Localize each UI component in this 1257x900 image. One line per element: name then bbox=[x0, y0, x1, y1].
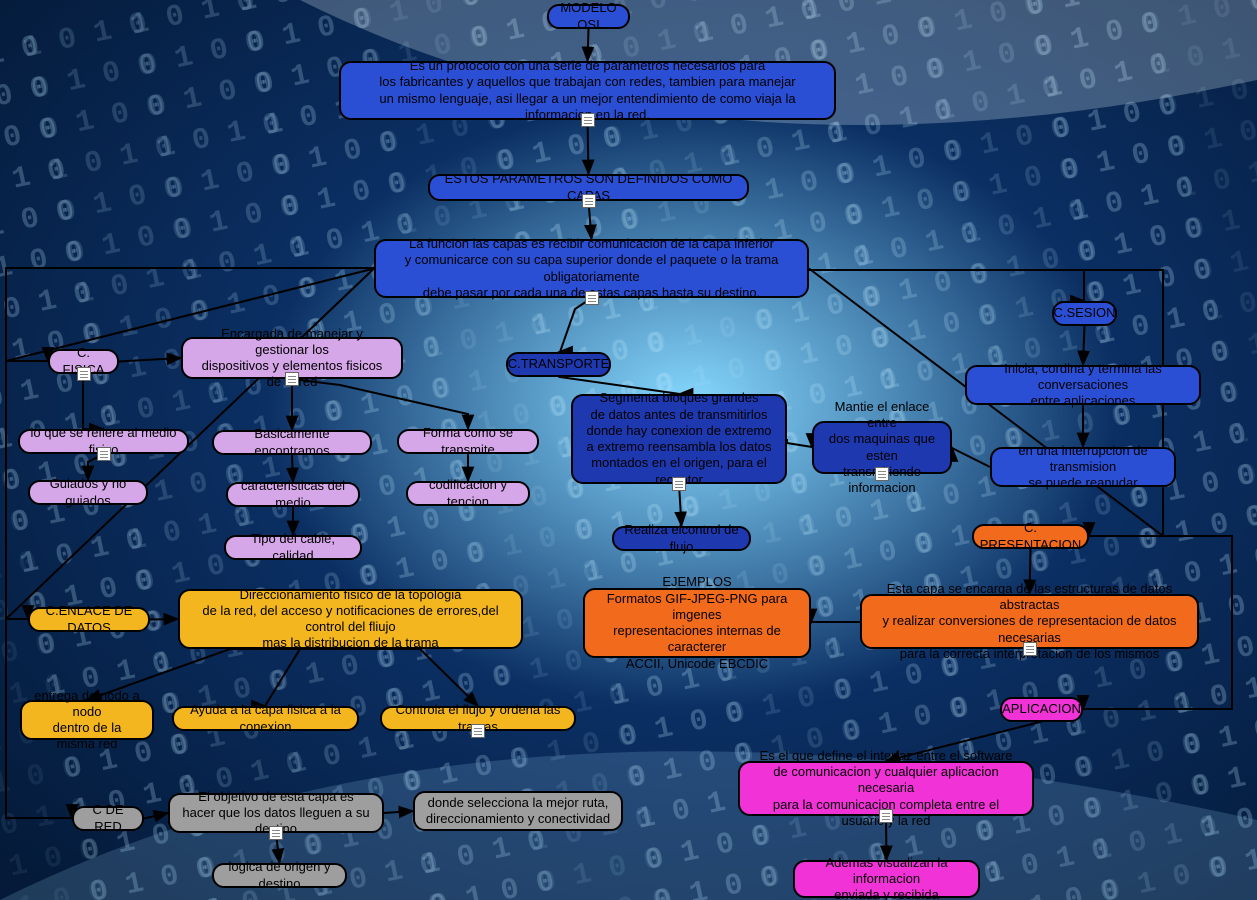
node-label: logica de origen y destino bbox=[224, 859, 335, 892]
node-n_seg[interactable]: Segmenta bloques grandes de datos antes … bbox=[571, 394, 787, 484]
diagram-canvas: 1 0 1 00 1 0 00 1 0 01 0 1 00 1 0 00 1 0… bbox=[0, 0, 1257, 900]
node-label: codificacion y tencion bbox=[418, 477, 518, 510]
note-icon bbox=[582, 194, 596, 208]
node-n_ses_int[interactable]: en una interrupcion de transmision se pu… bbox=[990, 447, 1176, 487]
node-n_ayuda[interactable]: Ayuda a la capa fisica a la conexion bbox=[172, 706, 359, 731]
node-n_codif[interactable]: codificacion y tencion bbox=[406, 481, 530, 506]
node-n_enl_desc[interactable]: Direccionamiento fisico de la topologia … bbox=[178, 589, 523, 649]
node-label: Basicamente encontramos bbox=[224, 426, 360, 459]
note-icon bbox=[581, 113, 595, 127]
node-label: C.ENLACE DE DATOS bbox=[40, 603, 138, 636]
node-label: Realiza elcontrol de flujo bbox=[624, 522, 739, 555]
node-n_app_d[interactable]: Es el que define el interfaz entre el so… bbox=[738, 761, 1034, 816]
node-label: C. PRESENTACION bbox=[980, 520, 1082, 553]
node-n_pres_d[interactable]: Esta capa se encarga de las estructuras … bbox=[860, 594, 1199, 649]
note-icon bbox=[77, 367, 91, 381]
node-n_red_ruta[interactable]: donde selecciona la mejor ruta, direccio… bbox=[413, 791, 623, 831]
node-n_ses_ini[interactable]: Inicia, cordina y termina las conversaci… bbox=[965, 365, 1201, 405]
node-label: C DE RED bbox=[84, 802, 132, 835]
node-label: donde selecciona la mejor ruta, direccio… bbox=[426, 795, 610, 828]
node-n_red_log[interactable]: logica de origen y destino bbox=[212, 863, 347, 888]
node-n_guiados[interactable]: Guiados y no guiados bbox=[28, 480, 148, 505]
node-n_trans[interactable]: C.TRANSPORTE bbox=[506, 352, 611, 377]
node-n_ejemp[interactable]: EJEMPLOS Formatos GIF-JPEG-PNG para imge… bbox=[583, 588, 811, 658]
node-label: Mantie el enlace entre dos maquinas que … bbox=[824, 399, 940, 497]
note-icon bbox=[1023, 642, 1037, 656]
node-label: Segmenta bloques grandes de datos antes … bbox=[583, 390, 775, 488]
node-label: APLICACION bbox=[1002, 701, 1081, 717]
node-label: en una interrupcion de transmision se pu… bbox=[1002, 443, 1164, 492]
node-n_tipo[interactable]: Tipo del cable, calidad bbox=[224, 535, 362, 560]
node-label: Ademas visualizan la informacion enviada… bbox=[805, 855, 968, 900]
node-n_caract[interactable]: caracteristicas del medio bbox=[226, 482, 360, 507]
node-n_def[interactable]: Es un protocolo con una serie de paramet… bbox=[339, 61, 836, 120]
note-icon bbox=[97, 447, 111, 461]
node-n_enlace[interactable]: C.ENLACE DE DATOS bbox=[28, 607, 150, 632]
node-label: Tipo del cable, calidad bbox=[236, 531, 350, 564]
node-label: C.TRANSPORTE bbox=[508, 356, 610, 372]
node-label: MODELO OSI bbox=[559, 0, 618, 33]
node-label: EJEMPLOS Formatos GIF-JPEG-PNG para imge… bbox=[595, 574, 799, 672]
node-n_forma[interactable]: Forma como se transmite bbox=[397, 429, 539, 454]
note-icon bbox=[672, 477, 686, 491]
note-icon bbox=[879, 809, 893, 823]
note-icon bbox=[269, 826, 283, 840]
node-label: caracteristicas del medio bbox=[238, 478, 348, 511]
node-label: Inicia, cordina y termina las conversaci… bbox=[977, 361, 1189, 410]
node-label: entrega de nodo a nodo dentro de la mism… bbox=[32, 688, 142, 753]
node-n_func[interactable]: La funcion las capas es recibir comunica… bbox=[374, 239, 809, 298]
node-n_pres[interactable]: C. PRESENTACION bbox=[972, 524, 1089, 549]
node-label: C.SESION bbox=[1053, 305, 1115, 321]
node-n_app_v[interactable]: Ademas visualizan la informacion enviada… bbox=[793, 860, 980, 898]
node-label: Ayuda a la capa fisica a la conexion bbox=[184, 702, 347, 735]
note-icon bbox=[471, 724, 485, 738]
node-n_title[interactable]: MODELO OSI bbox=[547, 4, 630, 29]
node-n_flujo[interactable]: Realiza elcontrol de flujo bbox=[612, 526, 751, 551]
node-n_red[interactable]: C DE RED bbox=[72, 806, 144, 831]
node-label: Guiados y no guiados bbox=[40, 476, 136, 509]
node-label: Forma como se transmite bbox=[409, 425, 527, 458]
note-icon bbox=[875, 467, 889, 481]
node-n_app[interactable]: APLICACION bbox=[1000, 697, 1083, 722]
node-n_entrega[interactable]: entrega de nodo a nodo dentro de la mism… bbox=[20, 700, 154, 740]
note-icon bbox=[285, 372, 299, 386]
note-icon bbox=[585, 291, 599, 305]
node-n_basenc[interactable]: Basicamente encontramos bbox=[212, 430, 372, 455]
node-label: Direccionamiento fisico de la topologia … bbox=[190, 587, 511, 652]
node-n_sesion[interactable]: C.SESION bbox=[1052, 301, 1117, 326]
